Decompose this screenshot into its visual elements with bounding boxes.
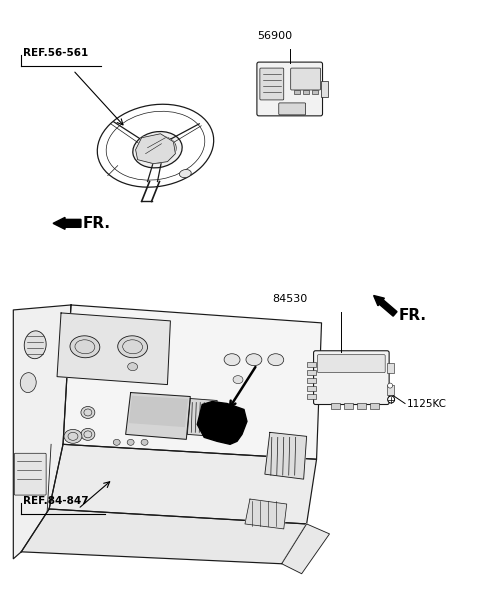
Text: FR.: FR. — [399, 308, 427, 323]
Bar — [357, 402, 366, 409]
Polygon shape — [187, 399, 217, 436]
Text: 56900: 56900 — [257, 31, 292, 41]
Polygon shape — [126, 393, 190, 439]
Polygon shape — [197, 402, 247, 444]
Ellipse shape — [388, 383, 393, 388]
Ellipse shape — [233, 375, 243, 384]
Text: REF.56-561: REF.56-561 — [23, 48, 88, 58]
FancyBboxPatch shape — [14, 454, 46, 495]
FancyArrow shape — [373, 296, 397, 316]
Bar — [302, 90, 309, 94]
Polygon shape — [57, 313, 170, 384]
Ellipse shape — [20, 372, 36, 393]
Bar — [344, 402, 353, 409]
Bar — [307, 378, 315, 383]
Ellipse shape — [81, 406, 95, 418]
Bar — [370, 402, 379, 409]
Polygon shape — [49, 444, 316, 524]
Bar — [294, 90, 300, 94]
Bar — [312, 90, 318, 94]
Bar — [332, 402, 340, 409]
Ellipse shape — [268, 354, 284, 366]
Ellipse shape — [128, 363, 138, 371]
Bar — [387, 363, 394, 372]
FancyBboxPatch shape — [291, 68, 321, 90]
Text: FR.: FR. — [83, 216, 111, 231]
Ellipse shape — [388, 396, 395, 403]
Polygon shape — [13, 305, 71, 559]
Polygon shape — [63, 305, 322, 460]
FancyBboxPatch shape — [318, 355, 385, 372]
FancyBboxPatch shape — [257, 62, 323, 116]
Ellipse shape — [180, 169, 191, 178]
Polygon shape — [245, 499, 287, 529]
Bar — [307, 370, 315, 375]
Text: 1125KC: 1125KC — [407, 399, 447, 409]
Ellipse shape — [246, 354, 262, 366]
Bar — [321, 81, 328, 97]
Polygon shape — [136, 134, 175, 164]
Polygon shape — [265, 432, 307, 479]
FancyBboxPatch shape — [313, 351, 389, 405]
Ellipse shape — [81, 429, 95, 440]
Ellipse shape — [133, 132, 182, 168]
Polygon shape — [282, 524, 329, 574]
FancyBboxPatch shape — [279, 103, 306, 115]
Ellipse shape — [224, 354, 240, 366]
Bar — [387, 384, 394, 395]
Polygon shape — [21, 509, 307, 564]
Text: 84530: 84530 — [272, 294, 307, 304]
Ellipse shape — [118, 336, 147, 358]
Ellipse shape — [70, 336, 100, 358]
Ellipse shape — [141, 439, 148, 445]
Text: REF.84-847: REF.84-847 — [23, 496, 89, 506]
FancyBboxPatch shape — [260, 68, 284, 100]
FancyArrow shape — [53, 218, 81, 229]
Bar — [307, 393, 315, 399]
Bar — [307, 362, 315, 367]
Polygon shape — [130, 396, 187, 426]
Ellipse shape — [64, 429, 82, 443]
Bar — [307, 386, 315, 390]
Ellipse shape — [113, 439, 120, 445]
Ellipse shape — [127, 439, 134, 445]
Ellipse shape — [24, 331, 46, 359]
